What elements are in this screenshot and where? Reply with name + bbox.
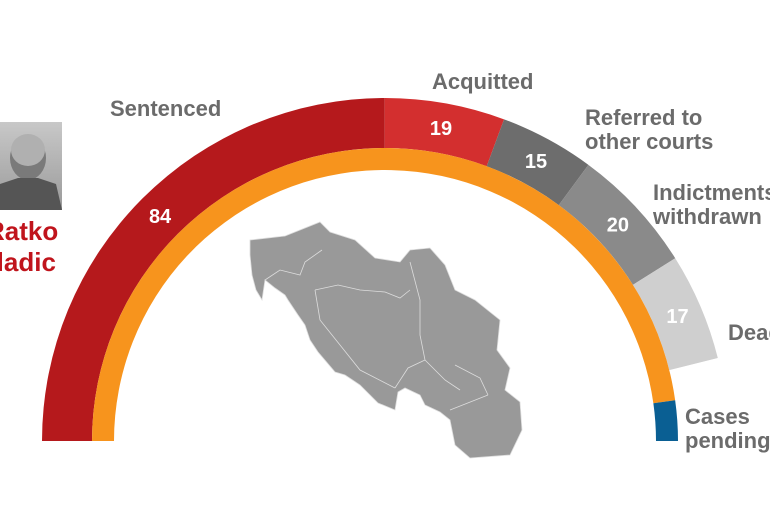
map-shape xyxy=(249,221,523,459)
label-pending-2: pending xyxy=(685,428,770,453)
value-label: 15 xyxy=(525,151,547,173)
label-acquitted: Acquitted xyxy=(432,69,534,94)
value-label: 84 xyxy=(149,206,172,228)
segment-acquitted xyxy=(384,98,505,167)
label-sentenced: Sentenced xyxy=(110,96,222,121)
segment-indictments-withdrawn xyxy=(558,164,676,285)
label-referred-2: other courts xyxy=(585,129,714,154)
value-label: 19 xyxy=(430,118,452,140)
value-label: 17 xyxy=(666,306,688,328)
label-withdrawn-1: Indictments xyxy=(653,180,770,205)
segment-sentenced xyxy=(42,98,385,442)
label-pending-1: Cases xyxy=(685,404,750,429)
label-referred-1: Referred to xyxy=(585,105,703,130)
inner-ring-cases-pending xyxy=(653,400,678,441)
yugoslavia-map xyxy=(249,221,523,459)
segment-dead xyxy=(632,258,718,371)
label-withdrawn-2: withdrawn xyxy=(653,204,762,229)
map-borders xyxy=(264,249,489,411)
label-dead: Dead xyxy=(728,320,770,345)
value-label: 20 xyxy=(607,214,629,236)
segment-referred-to-other-courts xyxy=(486,119,589,206)
person-first-name: Ratko xyxy=(0,216,59,246)
person-last-name: Mladic xyxy=(0,247,56,277)
ratko-mladic-photo xyxy=(0,122,62,210)
